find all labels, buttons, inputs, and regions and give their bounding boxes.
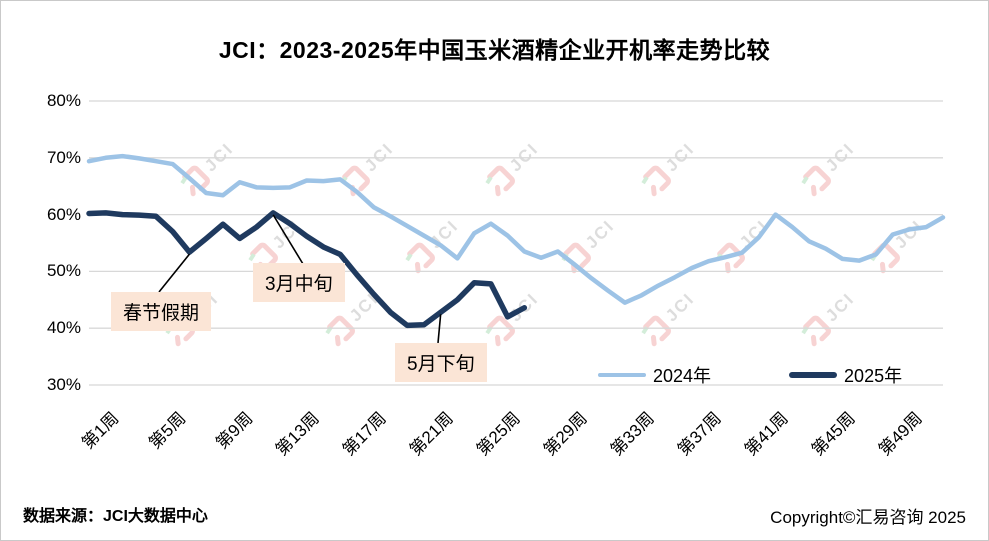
- legend-item-2024: 2024年: [598, 362, 711, 388]
- jci-watermark-icon: JCI: [561, 216, 618, 274]
- chart-legend: 2024年 2025年: [598, 362, 902, 388]
- series-line-2025年: [86, 210, 528, 329]
- annotation-pointer: [437, 314, 442, 344]
- legend-item-2025: 2025年: [789, 362, 902, 388]
- jci-watermark-icon: JCI: [641, 139, 698, 197]
- jci-watermark-icon: JCI: [715, 216, 772, 274]
- y-tick-label: 60%: [46, 204, 81, 224]
- jci-watermark-icon: JCI: [801, 289, 858, 347]
- svg-text:JCI: JCI: [662, 289, 698, 325]
- series-line-2024年: [86, 153, 946, 305]
- jci-watermark-icon: JCI: [405, 216, 462, 274]
- legend-label-2024: 2024年: [653, 366, 712, 386]
- annotation-spring-festival: 春节假期: [111, 292, 212, 331]
- jci-watermark-icon: JCI: [870, 216, 927, 274]
- jci-watermark-icon: JCI: [641, 289, 698, 347]
- legend-swatch-2024: [598, 372, 646, 378]
- svg-text:JCI: JCI: [582, 216, 618, 252]
- annotation-pointer: [272, 214, 304, 265]
- y-tick-label: 50%: [46, 261, 81, 281]
- jci-watermark-icon: JCI: [801, 139, 858, 197]
- y-tick-label: 70%: [46, 147, 81, 167]
- svg-text:JCI: JCI: [736, 216, 772, 252]
- legend-swatch-2025: [789, 372, 838, 378]
- y-tick-label: 80%: [46, 91, 81, 110]
- data-source-note: 数据来源：JCI大数据中心: [23, 508, 208, 525]
- legend-label-2025: 2025年: [844, 366, 903, 386]
- jci-watermark-icon: JCI: [180, 139, 237, 197]
- page-title: JCI：2023-2025年中国玉米酒精企业开机率走势比较: [218, 37, 771, 63]
- copyright-note: Copyright©汇易咨询 2025: [770, 508, 966, 527]
- y-tick-label: 30%: [46, 375, 81, 394]
- y-tick-label: 40%: [46, 318, 81, 338]
- annotation-pointer: [158, 253, 191, 293]
- annotation-mid-march: 3月中旬: [253, 263, 345, 302]
- svg-text:JCI: JCI: [822, 289, 858, 325]
- jci-watermark-icon: JCI: [485, 139, 542, 197]
- annotation-late-may: 5月下旬: [395, 343, 487, 382]
